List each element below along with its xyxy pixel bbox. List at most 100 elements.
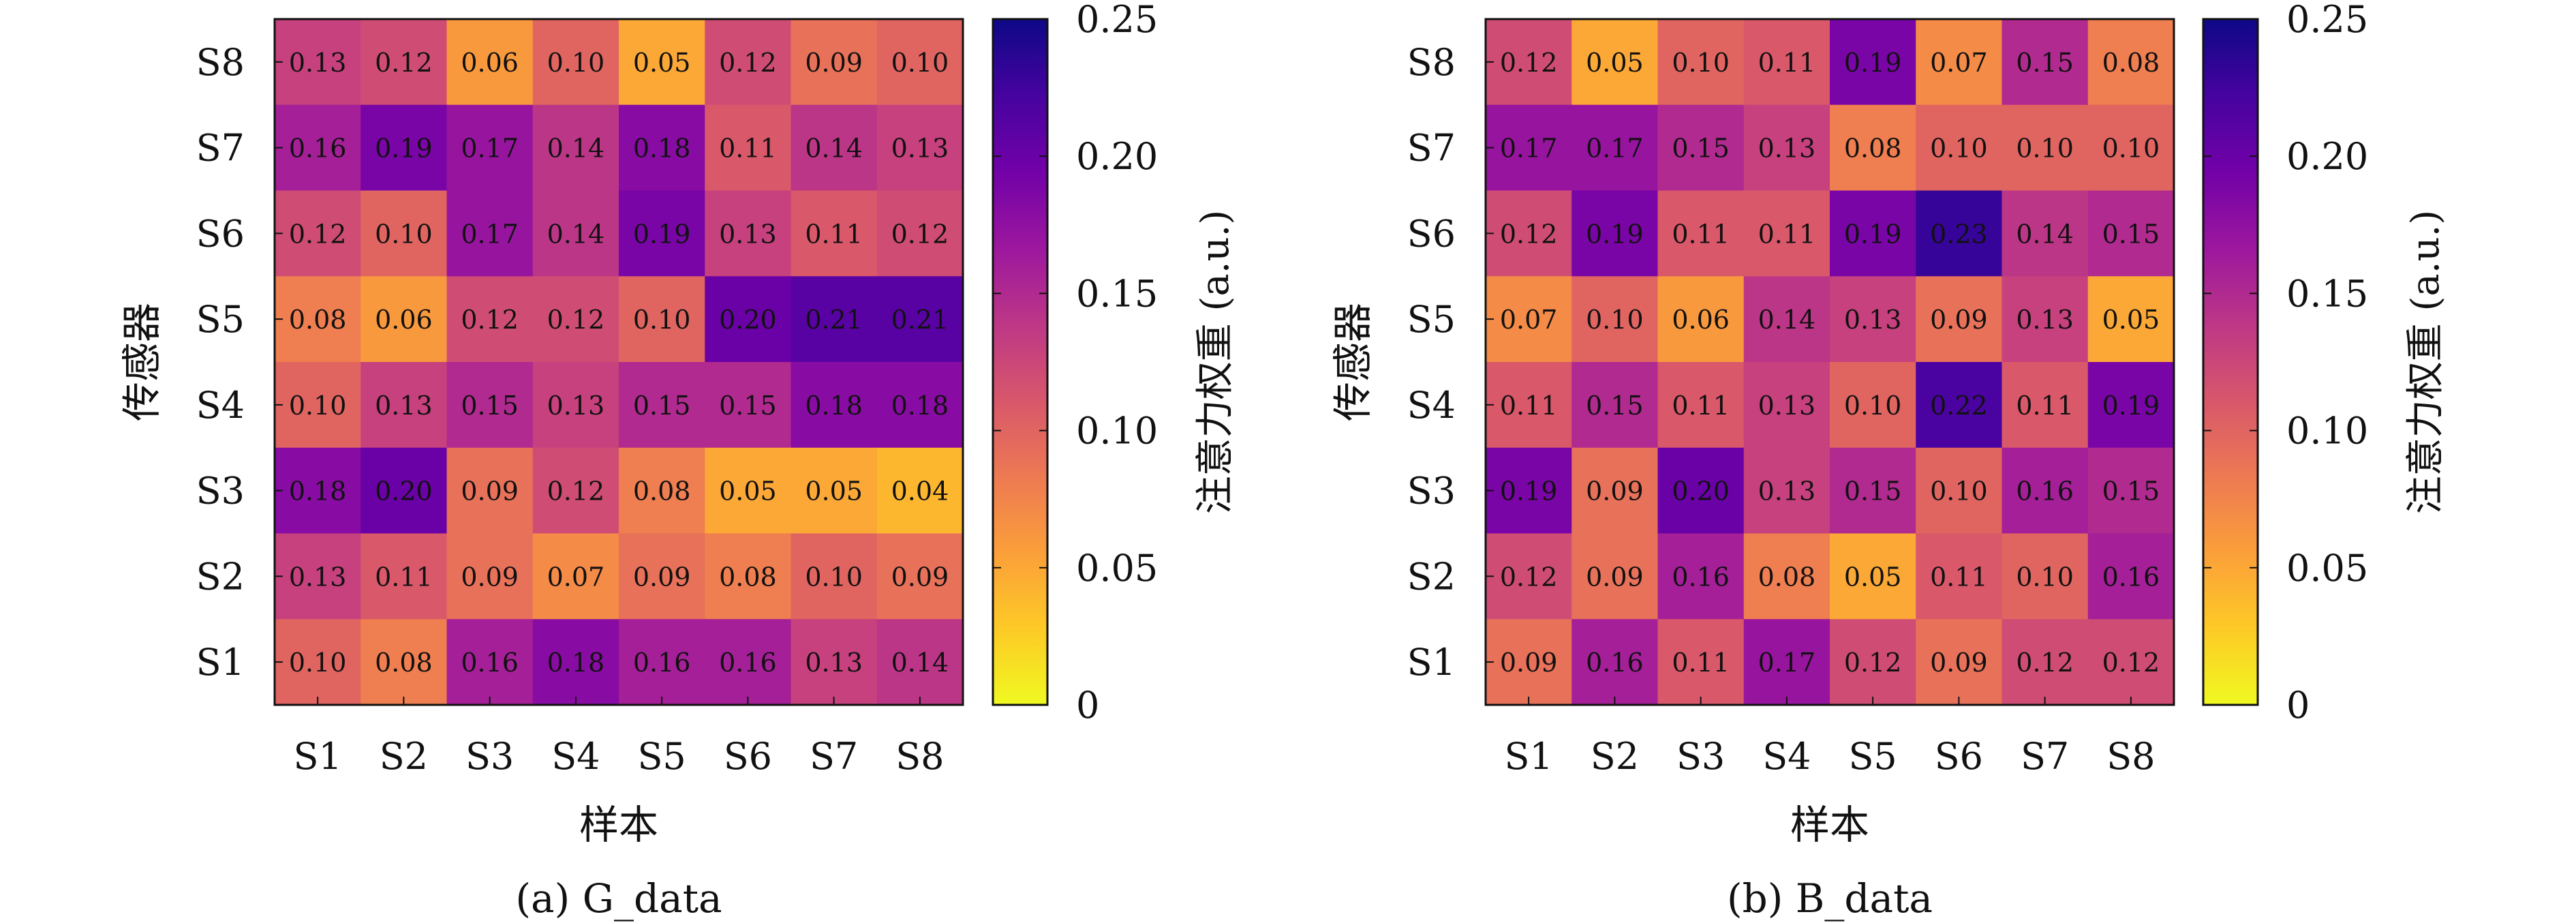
cell-value-label: 0.10: [1586, 305, 1644, 335]
cell-value-label: 0.08: [2102, 48, 2160, 78]
cell-value-label: 0.12: [2016, 648, 2074, 678]
cell-value-label: 0.09: [1586, 476, 1644, 506]
cell-value-label: 0.10: [1672, 48, 1730, 78]
heatmap-cell: [1486, 276, 1572, 363]
heatmap-cell: [791, 104, 878, 192]
heatmap-cell: [619, 533, 705, 620]
cell-value-label: 0.10: [375, 219, 433, 249]
x-axis-ticks: S1 S2 S3 S4 S5 S6 S7 S8: [293, 697, 945, 778]
cell-value-label: 0.11: [1758, 48, 1816, 78]
cell-value-label: 0.22: [1930, 391, 1988, 421]
heatmap-cell: [1743, 276, 1830, 363]
heatmap-cell: [2087, 190, 2175, 277]
cell-value-label: 0.13: [2016, 305, 2074, 335]
heatmap-cell: [1916, 190, 2003, 277]
heatmap-cell: [1916, 276, 2003, 363]
cell-value-label: 0.07: [1500, 305, 1558, 335]
heatmap-cell: [446, 619, 534, 706]
heatmap-cell: [791, 447, 878, 534]
colorbar-ticks: 0 0.05 0.10 0.15 0.20 0.25: [993, 0, 1158, 727]
cell-value-label: 0.06: [375, 305, 433, 335]
heatmap-cell: [1916, 447, 2003, 534]
cell-value-label: 0.20: [1672, 476, 1730, 506]
heatmap-cell: [876, 104, 964, 192]
cell-value-label: 0.09: [1586, 562, 1644, 592]
x-tick-label: S3: [465, 735, 514, 778]
heatmap-cell: [876, 190, 964, 277]
colorbar-tick-label: 0.25: [2286, 0, 2368, 41]
cell-value-label: 0.12: [1500, 219, 1558, 249]
heatmap-cell: [1830, 276, 1916, 363]
colorbar-ticks: 0 0.05 0.10 0.15 0.20 0.25: [2203, 0, 2368, 727]
cell-value-label: 0.10: [891, 48, 949, 78]
cell-value-label: 0.14: [805, 134, 863, 164]
y-tick-label: S6: [1407, 212, 1456, 255]
heatmap-cell: [876, 619, 964, 706]
heatmap-cell: [1830, 190, 1916, 277]
cell-value-label: 0.08: [1758, 562, 1816, 592]
heatmap-cell: [1743, 533, 1830, 620]
cell-value-label: 0.12: [719, 48, 777, 78]
heatmap-cell: [275, 19, 361, 106]
heatmap-cell: [275, 447, 361, 534]
cell-value-label: 0.10: [289, 391, 347, 421]
y-tick-label: S8: [196, 41, 245, 84]
cell-value-label: 0.16: [2016, 476, 2074, 506]
y-tick-label: S5: [196, 298, 245, 341]
heatmap-cell: [2087, 447, 2175, 534]
heatmap-cell: [876, 276, 964, 363]
cell-value-label: 0.16: [2102, 562, 2160, 592]
y-axis-ticks: S8 S7 S6 S5 S4 S3 S2 S1: [196, 41, 283, 684]
x-tick-label: S5: [637, 735, 686, 778]
cell-value-label: 0.23: [1930, 219, 1988, 249]
colorbar-tick-label: 0.15: [2286, 272, 2368, 315]
heatmap-cell: [275, 619, 361, 706]
cell-value-label: 0.12: [547, 476, 605, 506]
cell-value-label: 0.13: [805, 648, 863, 678]
heatmap-cell: [361, 533, 448, 620]
heatmap-cell: [1657, 619, 1745, 706]
cell-value-label: 0.08: [719, 562, 777, 592]
cell-value-label: 0.13: [289, 48, 347, 78]
heatmap-cell: [361, 276, 448, 363]
cell-value-label: 0.05: [633, 48, 691, 78]
heatmap-cell: [619, 619, 705, 706]
heatmap-cell: [619, 362, 705, 449]
cell-value-label: 0.15: [1672, 134, 1730, 164]
cell-value-label: 0.16: [461, 648, 519, 678]
heatmap-cell: [275, 362, 361, 449]
heatmap-cell: [619, 276, 705, 363]
colorbar-tick-label: 0: [2286, 684, 2310, 727]
heatmap-cell: [619, 104, 705, 192]
cell-value-label: 0.13: [289, 562, 347, 592]
heatmap-cell: [1657, 190, 1745, 277]
heatmap-cell: [1743, 619, 1830, 706]
colorbar-tick-label: 0.10: [1076, 410, 1158, 453]
heatmap-cell: [1571, 447, 1659, 534]
heatmap-cell: [1571, 619, 1659, 706]
cell-value-label: 0.13: [1844, 305, 1902, 335]
cell-value-label: 0.14: [891, 648, 949, 678]
cell-value-label: 0.16: [1586, 648, 1644, 678]
heatmap-cell: [1486, 619, 1572, 706]
cell-value-label: 0.10: [289, 648, 347, 678]
heatmap-cell: [532, 619, 619, 706]
cell-value-label: 0.15: [2016, 48, 2074, 78]
y-tick-label: S5: [1407, 298, 1456, 341]
heatmap-cell: [1486, 362, 1572, 449]
cell-value-label: 0.12: [547, 305, 605, 335]
cell-value-label: 0.18: [547, 648, 605, 678]
colorbar-tick-label: 0.10: [2286, 410, 2368, 453]
heatmap-cell: [1743, 362, 1830, 449]
colorbar-tick-label: 0.20: [1076, 135, 1158, 178]
heatmap-cell: [2087, 533, 2175, 620]
y-tick-label: S3: [196, 470, 245, 513]
cell-value-label: 0.16: [719, 648, 777, 678]
cell-value-label: 0.11: [2016, 391, 2074, 421]
x-tick-label: S1: [1504, 735, 1552, 778]
cell-value-label: 0.19: [375, 134, 433, 164]
x-tick-label: S4: [551, 735, 600, 778]
cell-value-label: 0.05: [719, 476, 777, 506]
cell-value-label: 0.11: [1500, 391, 1558, 421]
